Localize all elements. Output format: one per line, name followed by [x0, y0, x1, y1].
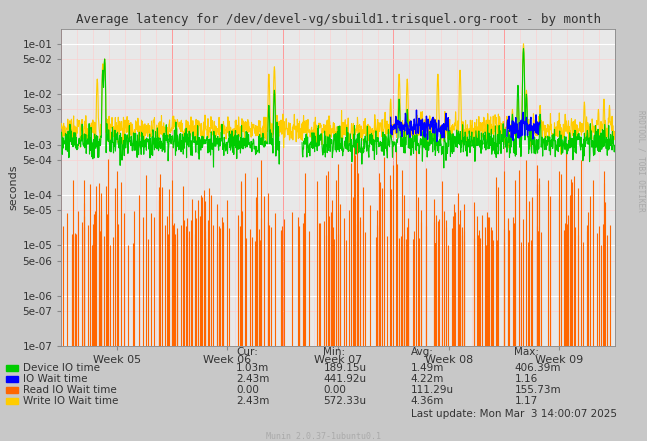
Text: 2.43m: 2.43m	[236, 374, 270, 384]
Text: Device IO time: Device IO time	[23, 363, 100, 373]
Y-axis label: seconds: seconds	[8, 164, 18, 210]
Text: Avg:: Avg:	[411, 347, 433, 357]
Text: Write IO Wait time: Write IO Wait time	[23, 396, 118, 406]
Text: 1.03m: 1.03m	[236, 363, 269, 373]
Text: IO Wait time: IO Wait time	[23, 374, 87, 384]
Text: 155.73m: 155.73m	[514, 385, 561, 395]
Text: 1.49m: 1.49m	[411, 363, 444, 373]
Text: 189.15u: 189.15u	[324, 363, 367, 373]
Text: RRDTOOL / TOBI OETIKER: RRDTOOL / TOBI OETIKER	[637, 110, 646, 212]
Text: 441.92u: 441.92u	[324, 374, 367, 384]
Text: 0.00: 0.00	[236, 385, 259, 395]
Text: 1.17: 1.17	[514, 396, 538, 406]
Text: 2.43m: 2.43m	[236, 396, 270, 406]
Text: Max:: Max:	[514, 347, 540, 357]
Text: 406.39m: 406.39m	[514, 363, 561, 373]
Text: 1.16: 1.16	[514, 374, 538, 384]
Text: Cur:: Cur:	[236, 347, 258, 357]
Text: 0.00: 0.00	[324, 385, 346, 395]
Text: 4.36m: 4.36m	[411, 396, 444, 406]
Text: Read IO Wait time: Read IO Wait time	[23, 385, 116, 395]
Title: Average latency for /dev/devel-vg/sbuild1.trisquel.org-root - by month: Average latency for /dev/devel-vg/sbuild…	[76, 13, 600, 26]
Text: Min:: Min:	[324, 347, 345, 357]
Text: 111.29u: 111.29u	[411, 385, 454, 395]
Text: 572.33u: 572.33u	[324, 396, 367, 406]
Text: 4.22m: 4.22m	[411, 374, 444, 384]
Text: Munin 2.0.37-1ubuntu0.1: Munin 2.0.37-1ubuntu0.1	[266, 432, 381, 441]
Text: Last update: Mon Mar  3 14:00:07 2025: Last update: Mon Mar 3 14:00:07 2025	[411, 409, 617, 419]
